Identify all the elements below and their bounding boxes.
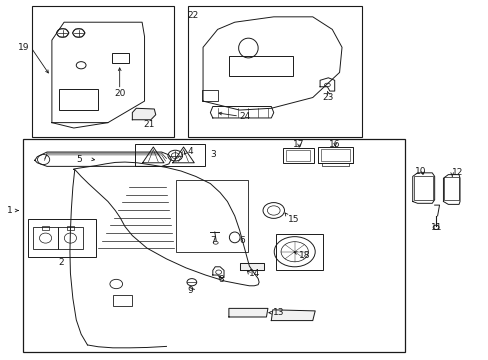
Text: 8: 8 [218, 275, 224, 284]
Bar [59, 89, 98, 110]
Text: 9: 9 [186, 286, 192, 295]
Bar [202, 90, 217, 101]
Text: 5: 5 [76, 155, 81, 164]
Bar [276, 234, 322, 270]
Bar [58, 227, 82, 249]
Bar [320, 149, 349, 161]
Text: 7: 7 [209, 237, 215, 246]
Bar [317, 147, 352, 163]
Bar [285, 150, 310, 161]
Text: 19: 19 [19, 43, 30, 52]
Text: 2: 2 [59, 258, 64, 267]
Bar [33, 227, 58, 249]
Text: 20: 20 [114, 89, 125, 98]
Text: 22: 22 [187, 10, 199, 19]
Bar [32, 6, 173, 137]
Text: 1: 1 [6, 206, 12, 215]
Polygon shape [132, 108, 156, 120]
Text: 24: 24 [239, 112, 250, 121]
Text: 10: 10 [414, 167, 426, 176]
Bar [188, 6, 361, 137]
Polygon shape [228, 309, 267, 317]
Text: 18: 18 [298, 251, 309, 260]
Bar [27, 220, 96, 257]
Bar [228, 56, 293, 76]
Text: 15: 15 [287, 215, 298, 224]
Bar [66, 226, 74, 230]
Text: 11: 11 [430, 223, 442, 232]
Bar [112, 53, 129, 63]
Text: 23: 23 [322, 93, 333, 102]
Polygon shape [239, 263, 264, 270]
Text: 17: 17 [293, 140, 304, 149]
Text: 4: 4 [187, 147, 192, 156]
Text: 16: 16 [329, 140, 340, 149]
Bar [135, 144, 205, 166]
Bar [176, 180, 248, 252]
Bar [444, 177, 458, 200]
Bar [113, 296, 132, 306]
Bar [282, 148, 314, 163]
Text: 3: 3 [210, 150, 216, 159]
Bar [22, 139, 405, 352]
Polygon shape [271, 310, 315, 320]
Text: 14: 14 [248, 269, 260, 278]
Text: 13: 13 [272, 308, 284, 317]
Bar [413, 176, 432, 200]
Text: 12: 12 [451, 168, 463, 177]
Text: 6: 6 [239, 237, 245, 246]
Bar [41, 226, 49, 230]
Text: 21: 21 [143, 120, 155, 129]
